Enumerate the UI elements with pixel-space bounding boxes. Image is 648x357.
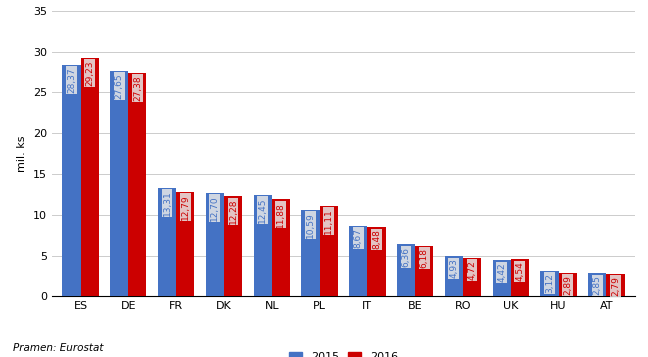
Text: 12,28: 12,28 bbox=[229, 198, 238, 224]
Text: 12,45: 12,45 bbox=[258, 197, 267, 223]
Bar bbox=[158, 188, 176, 296]
Bar bbox=[128, 73, 146, 296]
Bar bbox=[110, 71, 128, 296]
Bar bbox=[62, 65, 80, 296]
Bar bbox=[176, 192, 194, 296]
Text: 4,93: 4,93 bbox=[449, 258, 458, 278]
Bar bbox=[492, 260, 511, 296]
Text: 2,85: 2,85 bbox=[593, 276, 602, 295]
Bar bbox=[301, 210, 319, 296]
Text: 2,79: 2,79 bbox=[611, 276, 620, 296]
Bar bbox=[367, 227, 386, 296]
Bar bbox=[445, 256, 463, 296]
Text: 29,23: 29,23 bbox=[85, 60, 94, 86]
Text: 4,72: 4,72 bbox=[467, 260, 476, 280]
Bar bbox=[397, 245, 415, 296]
Y-axis label: mil. ks: mil. ks bbox=[17, 135, 27, 172]
Bar bbox=[540, 271, 559, 296]
Bar bbox=[80, 58, 98, 296]
Bar bbox=[463, 258, 481, 296]
Bar bbox=[319, 206, 338, 296]
Text: 28,37: 28,37 bbox=[67, 67, 76, 93]
Text: 6,36: 6,36 bbox=[402, 247, 411, 267]
Bar bbox=[588, 273, 607, 296]
Text: 11,88: 11,88 bbox=[276, 202, 285, 227]
Text: Pramen: Eurostat: Pramen: Eurostat bbox=[13, 343, 104, 353]
Text: 4,54: 4,54 bbox=[515, 262, 524, 281]
Text: 27,65: 27,65 bbox=[115, 73, 124, 99]
Text: 13,31: 13,31 bbox=[163, 190, 172, 216]
Text: 8,67: 8,67 bbox=[354, 228, 363, 248]
Text: 4,42: 4,42 bbox=[497, 263, 506, 282]
Bar bbox=[253, 195, 272, 296]
Text: 3,12: 3,12 bbox=[545, 273, 554, 293]
Bar bbox=[559, 273, 577, 296]
Text: 12,79: 12,79 bbox=[181, 195, 190, 220]
Bar bbox=[224, 196, 242, 296]
Text: 11,11: 11,11 bbox=[324, 208, 333, 234]
Text: 2,89: 2,89 bbox=[563, 275, 572, 295]
Text: 8,48: 8,48 bbox=[372, 230, 381, 250]
Legend: 2015, 2016: 2015, 2016 bbox=[284, 348, 402, 357]
Text: 6,18: 6,18 bbox=[420, 248, 429, 268]
Bar bbox=[415, 246, 434, 296]
Text: 12,70: 12,70 bbox=[211, 195, 220, 221]
Bar bbox=[349, 226, 367, 296]
Text: 27,38: 27,38 bbox=[133, 75, 142, 101]
Bar bbox=[607, 273, 625, 296]
Bar bbox=[272, 199, 290, 296]
Bar bbox=[206, 193, 224, 296]
Text: 10,59: 10,59 bbox=[306, 212, 315, 238]
Bar bbox=[511, 259, 529, 296]
